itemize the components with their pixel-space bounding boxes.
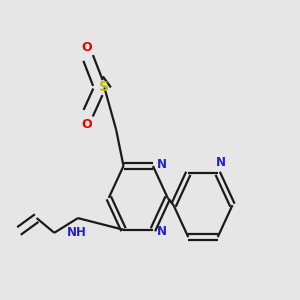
Text: S: S — [99, 80, 110, 94]
Text: N: N — [157, 158, 167, 171]
Text: O: O — [81, 40, 92, 54]
Text: N: N — [157, 225, 167, 238]
Text: O: O — [81, 118, 92, 130]
Text: N: N — [216, 156, 226, 169]
Text: NH: NH — [67, 226, 86, 239]
